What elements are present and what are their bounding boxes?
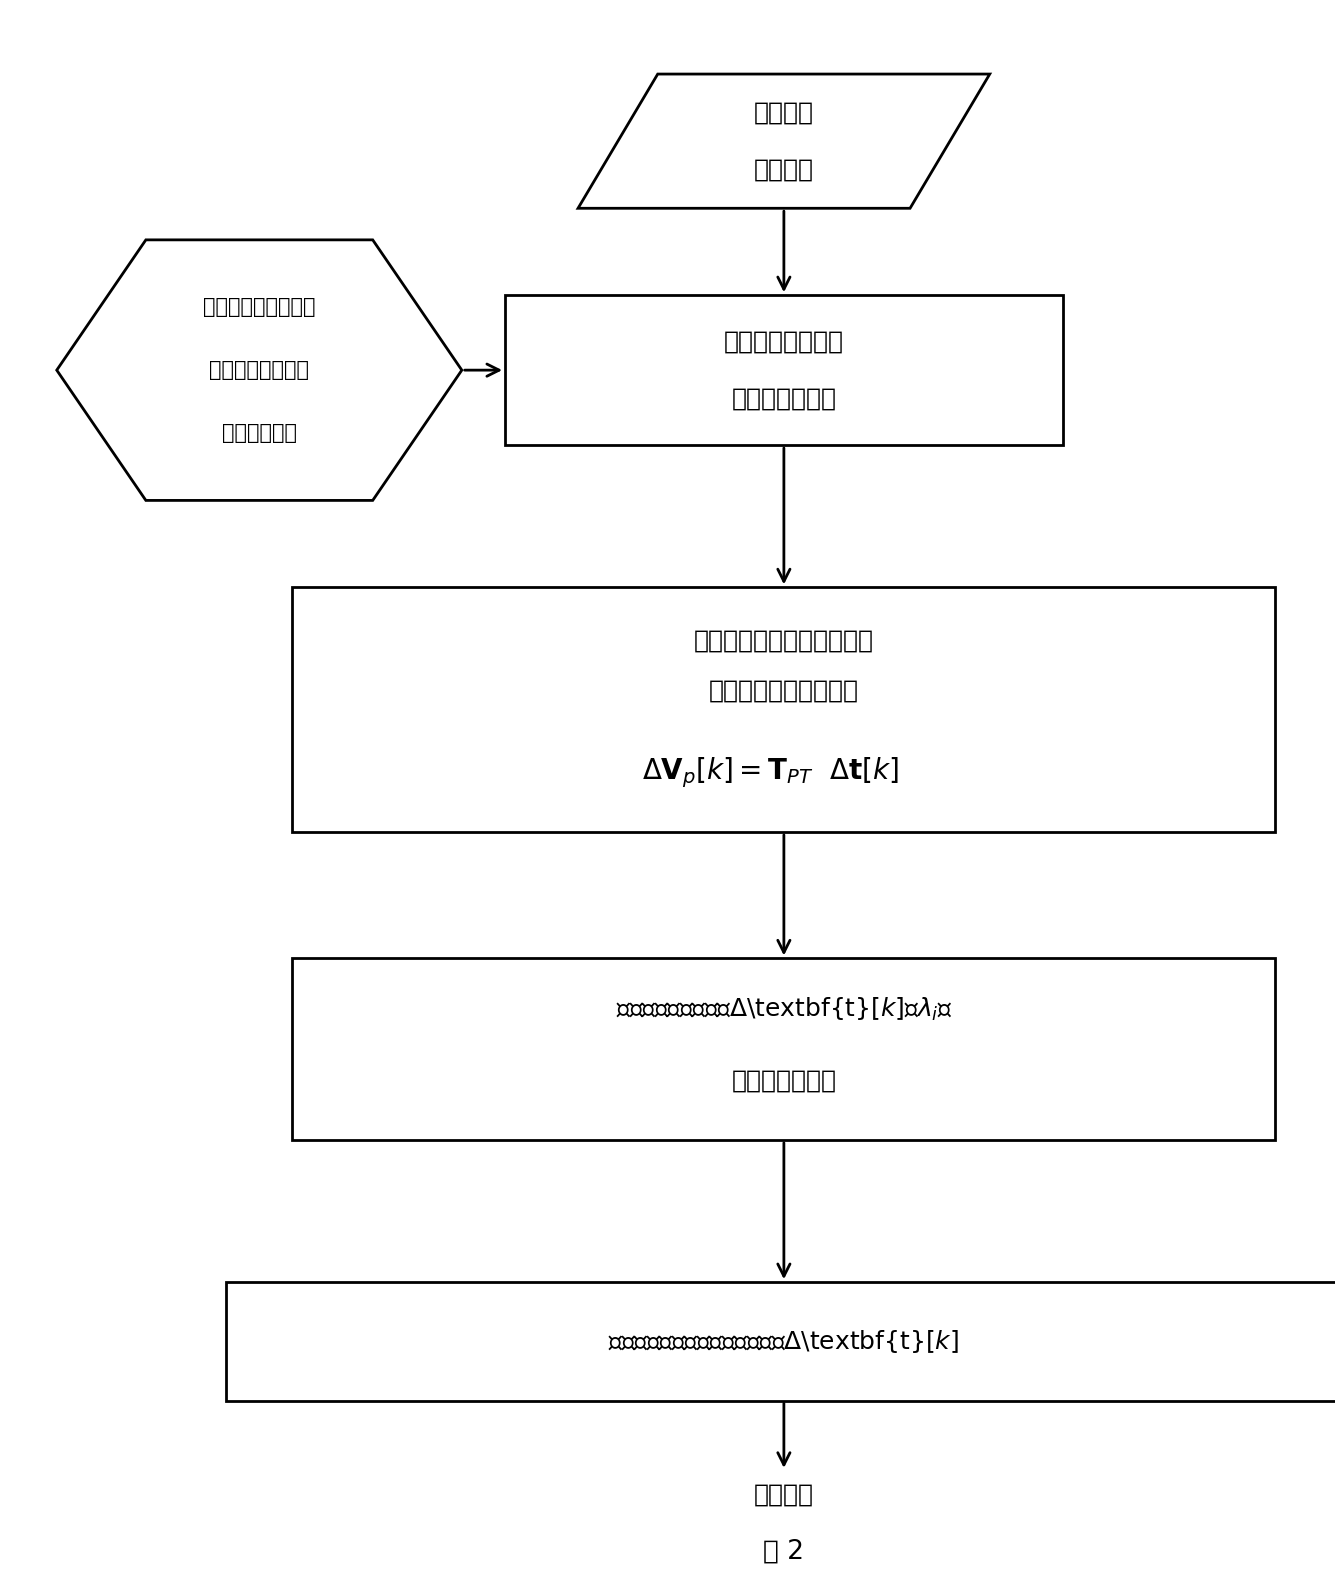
Polygon shape <box>578 73 990 209</box>
Bar <box>225 1282 1342 1400</box>
Text: 变压器变比变化的关系: 变压器变比变化的关系 <box>709 679 859 703</box>
Text: 变压器节点数据准备: 变压器节点数据准备 <box>203 296 315 317</box>
Bar <box>293 588 1275 832</box>
Polygon shape <box>56 241 462 500</box>
Text: $\Delta\mathbf{V}_{p}[k]=\mathbf{T}_{PT}\ \ \Delta\mathbf{t}[k]$: $\Delta\mathbf{V}_{p}[k]=\mathbf{T}_{PT}… <box>643 755 899 790</box>
Text: 图 2: 图 2 <box>764 1539 804 1564</box>
Text: 系统数据: 系统数据 <box>754 158 813 182</box>
Text: 系统网络参数: 系统网络参数 <box>221 424 297 443</box>
Text: 形成当前电力系统: 形成当前电力系统 <box>723 330 844 354</box>
Text: 间的关系表达式: 间的关系表达式 <box>731 1069 836 1093</box>
Text: 计算关键节点的电压变化与: 计算关键节点的电压变化与 <box>694 628 874 652</box>
Bar <box>293 959 1275 1141</box>
Text: 优化求解计算，得到$\Delta$\textbf{t}[$k$]和$\lambda_i$之: 优化求解计算，得到$\Delta$\textbf{t}[$k$]和$\lambd… <box>616 996 953 1023</box>
Text: 计算得到变压器节点电压控制量$\Delta$\textbf{t}[$k$]: 计算得到变压器节点电压控制量$\Delta$\textbf{t}[$k$] <box>608 1329 960 1354</box>
Text: 的潮流计算矩阵: 的潮流计算矩阵 <box>731 387 836 411</box>
Text: 实时电力: 实时电力 <box>754 100 813 124</box>
Text: 关键节点数据准备: 关键节点数据准备 <box>209 360 309 381</box>
Bar <box>505 295 1063 444</box>
Text: 指令输出: 指令输出 <box>754 1483 813 1507</box>
